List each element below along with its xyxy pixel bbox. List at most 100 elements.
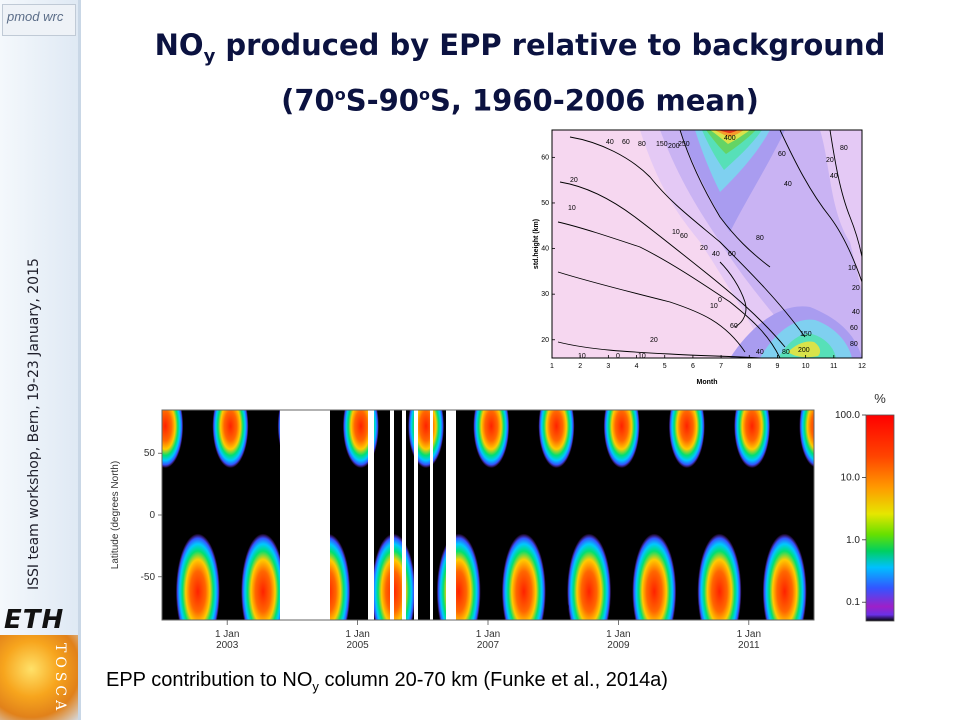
contour-y-tick-label: 30 xyxy=(541,291,549,298)
latitude-contour-label: 10 xyxy=(690,603,699,612)
contour-label: 10 xyxy=(568,205,576,212)
latitude-contour-label: 10 xyxy=(620,603,629,612)
contour-label: 10 xyxy=(578,353,586,360)
tosca-logo: TOSCA xyxy=(0,635,78,720)
caption-part2: column 20-70 km (Funke et al., 2014a) xyxy=(318,669,668,691)
contour-x-tick-label: 12 xyxy=(858,363,866,370)
latitude-time-blobs xyxy=(162,410,814,620)
contour-fill-level-9 xyxy=(718,130,738,133)
title-degree-2: o xyxy=(418,84,430,104)
latitude-contour-label: 10 xyxy=(260,428,269,437)
contour-label: 400 xyxy=(724,135,736,142)
northern-winter-blob xyxy=(212,410,249,469)
contour-line xyxy=(569,136,806,338)
contour-line xyxy=(779,130,862,283)
contour-y-tick-label: 40 xyxy=(541,246,549,253)
contour-label: 20 xyxy=(650,337,658,344)
title-line1-rest: produced by EPP relative to background xyxy=(215,28,886,62)
contour-label: 10 xyxy=(672,229,680,236)
contour-y-ticks: 20 30 40 50 60 xyxy=(541,154,555,344)
southern-winter-blob xyxy=(436,533,481,620)
caption-sub: y xyxy=(312,679,319,694)
northern-winter-blob xyxy=(734,410,771,469)
contour-label: 40 xyxy=(852,309,860,316)
data-gap xyxy=(368,410,374,620)
contour-label: 10 xyxy=(848,265,856,272)
contour-label: 20 xyxy=(852,285,860,292)
latitude-x-tick-label: 1 Jan xyxy=(215,629,239,640)
contour-line xyxy=(559,181,786,348)
latitude-x-tick-label-year: 2011 xyxy=(738,640,760,651)
contour-ylabel: std.height (km) xyxy=(533,219,540,269)
data-gap xyxy=(446,410,456,620)
contour-label: 80 xyxy=(638,141,646,148)
eth-logo: ETH xyxy=(4,605,65,635)
contour-label: 80 xyxy=(840,145,848,152)
contour-label: 0 xyxy=(616,353,620,360)
contour-line xyxy=(679,130,771,268)
data-gap xyxy=(430,410,433,620)
contour-label: 80 xyxy=(850,341,858,348)
contour-x-tick-label: 1 xyxy=(550,363,554,370)
contour-label: 20 xyxy=(570,177,578,184)
contour-label: 40 xyxy=(606,139,614,146)
contour-label: 80 xyxy=(756,235,764,242)
contour-fill-level-8 xyxy=(714,130,744,137)
latitude-contour-label: 10 xyxy=(740,603,749,612)
latitude-x-tick-label-year: 2003 xyxy=(216,640,239,651)
colorbar-tick-label: 10.0 xyxy=(841,472,861,483)
contour-label: 0 xyxy=(718,297,722,304)
latitude-contour-label: 10 xyxy=(490,603,499,612)
slide-title: NOy produced by EPP relative to backgrou… xyxy=(100,26,940,119)
colorbar-tick-label: 100.0 xyxy=(835,410,860,421)
latitude-x-tick-label: 1 Jan xyxy=(737,629,761,640)
latitude-y-tick-label: -50 xyxy=(141,572,156,583)
contour-plot-frame xyxy=(551,129,863,359)
contour-x-tick-label: 7 xyxy=(719,363,723,370)
pmod-wrc-logo-text: pmod wrc xyxy=(7,9,64,24)
latitude-contour-label: 10 xyxy=(560,603,569,612)
latitude-x-tick-label: 1 Jan xyxy=(606,629,630,640)
figure-caption: EPP contribution to NOy column 20-70 km … xyxy=(106,669,668,694)
contour-fill-level-7 xyxy=(710,130,750,144)
contour-xlabel: Month xyxy=(697,379,718,386)
latitude-x-tick-label: 1 Jan xyxy=(345,629,369,640)
contour-label: 60 xyxy=(778,151,786,158)
contour-label: 40 xyxy=(784,181,792,188)
data-gap xyxy=(390,410,394,620)
contour-x-tick-label: 9 xyxy=(776,363,780,370)
contour-label: 10 xyxy=(710,303,718,310)
northern-winter-blob xyxy=(668,410,705,469)
title-line2-b: S-90 xyxy=(345,83,419,118)
contour-x-tick-label: 3 xyxy=(606,363,610,370)
contour-label: 20 xyxy=(700,245,708,252)
data-gap xyxy=(414,410,418,620)
contour-line xyxy=(557,221,781,358)
pmod-wrc-logo: pmod wrc xyxy=(2,4,76,36)
data-gap xyxy=(402,410,406,620)
title-noy-sub: y xyxy=(203,45,216,67)
latitude-contour-label: 10 xyxy=(660,420,669,429)
contour-fill-bottom-4 xyxy=(788,341,821,358)
northern-winter-blob xyxy=(162,410,184,469)
contour-label: 40 xyxy=(756,349,764,356)
contour-label: 60 xyxy=(730,323,738,330)
contour-label: 60 xyxy=(728,251,736,258)
contour-label: 250 xyxy=(678,141,690,148)
latitude-contour-label: 10 xyxy=(790,420,799,429)
contour-line xyxy=(829,130,862,258)
data-gap xyxy=(280,410,330,620)
colorbar-tick-label: 0.1 xyxy=(846,597,860,608)
northern-winter-blob xyxy=(538,410,575,469)
contour-x-tick-label: 5 xyxy=(663,363,667,370)
contour-label: 200 xyxy=(668,143,680,150)
northern-winter-blob xyxy=(799,410,814,468)
latitude-ylabel: Latitude (degrees North) xyxy=(110,461,121,569)
contour-label: 60 xyxy=(680,233,688,240)
latitude-x-tick-label-year: 2009 xyxy=(607,640,630,651)
latitude-contour-label-group: 10 10 10 10 10 10 10 10 10 10 xyxy=(228,420,799,612)
workshop-label: ISSI team workshop, Bern, 19-23 January,… xyxy=(26,258,42,590)
northern-winter-blob xyxy=(603,410,640,469)
contour-label: 40 xyxy=(830,173,838,180)
